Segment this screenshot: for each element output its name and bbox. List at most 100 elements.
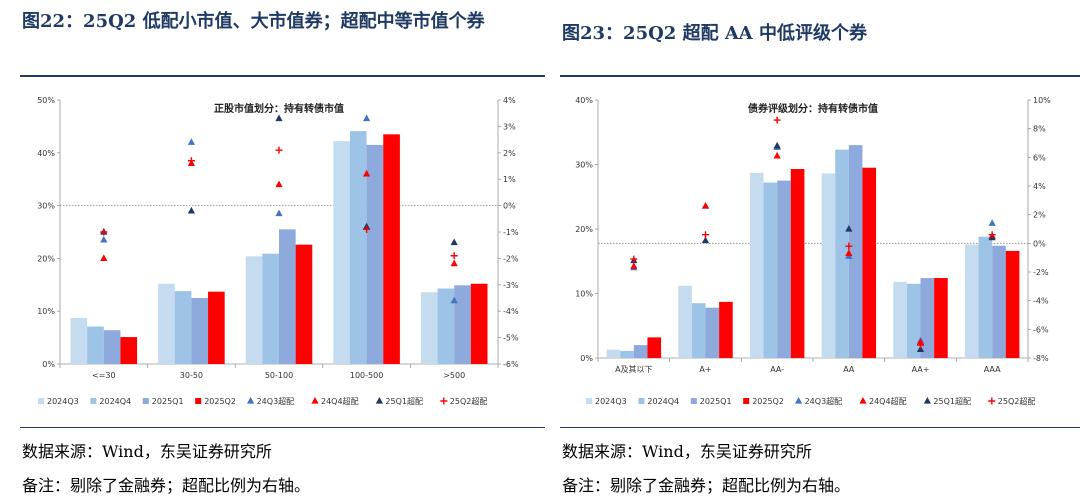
marker-25Q2超配	[845, 242, 853, 250]
chart-note: 备注：剔除了金融券；超配比例为右轴。	[562, 476, 851, 495]
chart-svg: 0% 10% 20% 30% 40% 50% -6% -5% -4% -3% -2% -1% 0% 1% 2…	[37, 96, 519, 406]
x-tick-label: AA+	[912, 365, 930, 374]
y-tick-label-right: 3%	[503, 122, 516, 131]
legend-marker	[923, 397, 931, 404]
y-tick-label-right: 8%	[1033, 125, 1046, 134]
y-tick-label-right: 0%	[1033, 239, 1046, 248]
figure-23: 图23：25Q2 超配 AA 中低评级个券 0% 10% 20% 30% 40% -8% -…	[560, 0, 1080, 503]
bar-2024Q3	[821, 173, 836, 358]
marker-25Q1超配	[187, 206, 195, 214]
bar-2024Q4	[906, 283, 921, 358]
data-source: 数据来源：Wind，东吴证券研究所	[22, 442, 272, 461]
marker-25Q2超配	[630, 255, 638, 263]
x-tick-label: A+	[699, 365, 711, 374]
y-tick-label-left: 50%	[37, 96, 55, 105]
y-tick-label-left: 40%	[575, 96, 593, 105]
legend-marker	[247, 397, 255, 404]
marker-25Q1超配	[773, 141, 781, 149]
legend-label: 2025Q2	[204, 397, 236, 406]
marker-25Q2超配	[187, 157, 195, 165]
marker-25Q2超配	[100, 228, 108, 236]
y-tick-label-left: 20%	[37, 254, 55, 263]
bar-2024Q3	[420, 292, 438, 364]
bar-2025Q2	[934, 278, 948, 358]
bar-2025Q2	[719, 301, 733, 358]
y-tick-label-right: -6%	[1033, 325, 1049, 334]
y-tick-label-right: 1%	[503, 175, 516, 184]
bar-2025Q1	[454, 285, 471, 364]
legend-marker	[859, 397, 867, 404]
marker-24Q4超配	[450, 259, 458, 267]
y-tick-label-right: 4%	[1033, 182, 1046, 191]
marker-24Q4超配	[773, 151, 781, 159]
title-divider	[560, 75, 1080, 77]
y-tick-label-right: -4%	[1033, 297, 1049, 306]
bar-2024Q3	[964, 244, 979, 358]
legend-label: 2025Q2	[752, 397, 784, 406]
x-tick-label: AA	[843, 365, 855, 374]
marker-24Q3超配	[100, 235, 108, 243]
bar-2025Q1	[920, 278, 935, 358]
marker-24Q4超配	[100, 254, 108, 261]
legend-label: 2024Q4	[647, 397, 679, 406]
bar-2025Q1	[103, 330, 121, 364]
bar-2024Q3	[606, 349, 621, 358]
legend-swatch	[586, 398, 592, 404]
chart-svg: 0% 10% 20% 30% 40% -8% -6% -4% -2% 0% 2% 4% 6% 8% 10% A…	[575, 96, 1051, 406]
bar-2024Q4	[835, 149, 849, 358]
y-tick-label-right: 6%	[1033, 153, 1046, 162]
bar-2024Q4	[174, 291, 192, 364]
marker-25Q1超配	[845, 225, 853, 232]
legend-label: 2024Q3	[595, 397, 627, 406]
bar-2024Q4	[620, 350, 634, 358]
legend-label: 24Q4超配	[869, 396, 907, 406]
marker-25Q2超配	[917, 341, 924, 349]
bar-2024Q4	[87, 326, 104, 364]
bar-2024Q4	[978, 236, 993, 358]
bar-2024Q4	[437, 288, 455, 364]
chart-title: 债券评级划分：持有转债市值	[748, 102, 878, 115]
bar-2025Q1	[705, 307, 720, 358]
bar-2024Q3	[245, 256, 263, 364]
bar-2024Q3	[158, 283, 175, 364]
marker-25Q2超配	[275, 146, 283, 154]
marker-24Q4超配	[845, 249, 853, 256]
marker-25Q2超配	[363, 225, 371, 233]
legend-swatch	[90, 398, 97, 404]
bar-2024Q4	[763, 182, 778, 358]
bar-2024Q3	[678, 285, 692, 358]
bar-2024Q4	[691, 303, 706, 358]
bar-2025Q2	[862, 167, 877, 358]
y-tick-label-left: 0%	[580, 354, 593, 363]
bar-2024Q3	[893, 281, 907, 358]
y-tick-label-left: 30%	[37, 202, 55, 211]
bar-2024Q4	[349, 131, 367, 364]
bar-2025Q1	[777, 180, 791, 358]
legend-label: 2025Q1	[700, 397, 732, 406]
marker-24Q4超配	[363, 169, 371, 177]
y-tick-label-right: 0%	[503, 202, 516, 211]
marker-25Q2超配	[450, 252, 458, 260]
chart-note: 备注：剔除了金融券；超配比例为右轴。	[22, 476, 311, 495]
legend-marker	[375, 397, 383, 404]
legend-label: 24Q3超配	[805, 396, 843, 406]
chart-title: 正股市值划分：持有转债市值	[214, 102, 344, 115]
y-tick-label-right: -2%	[1033, 268, 1049, 277]
bar-2025Q2	[470, 283, 488, 364]
legend-swatch	[743, 398, 750, 404]
marker-25Q2超配	[988, 231, 996, 239]
x-tick-label: <=30	[92, 371, 116, 380]
legend-marker	[440, 397, 448, 405]
y-tick-label-right: -5%	[503, 334, 519, 343]
y-tick-label-right: -4%	[503, 307, 519, 316]
y-tick-label-left: 30%	[575, 161, 593, 170]
bar-2025Q1	[279, 229, 296, 364]
bar-2024Q4	[262, 253, 279, 364]
x-tick-label: AA-	[770, 365, 784, 374]
y-tick-label-right: -3%	[503, 281, 519, 290]
bar-2025Q2	[295, 244, 313, 364]
figure-title: 图23：25Q2 超配 AA 中低评级个券	[562, 23, 868, 44]
x-tick-label: A及其以下	[615, 365, 652, 374]
bar-2024Q3	[70, 318, 88, 364]
legend-marker	[988, 397, 996, 405]
